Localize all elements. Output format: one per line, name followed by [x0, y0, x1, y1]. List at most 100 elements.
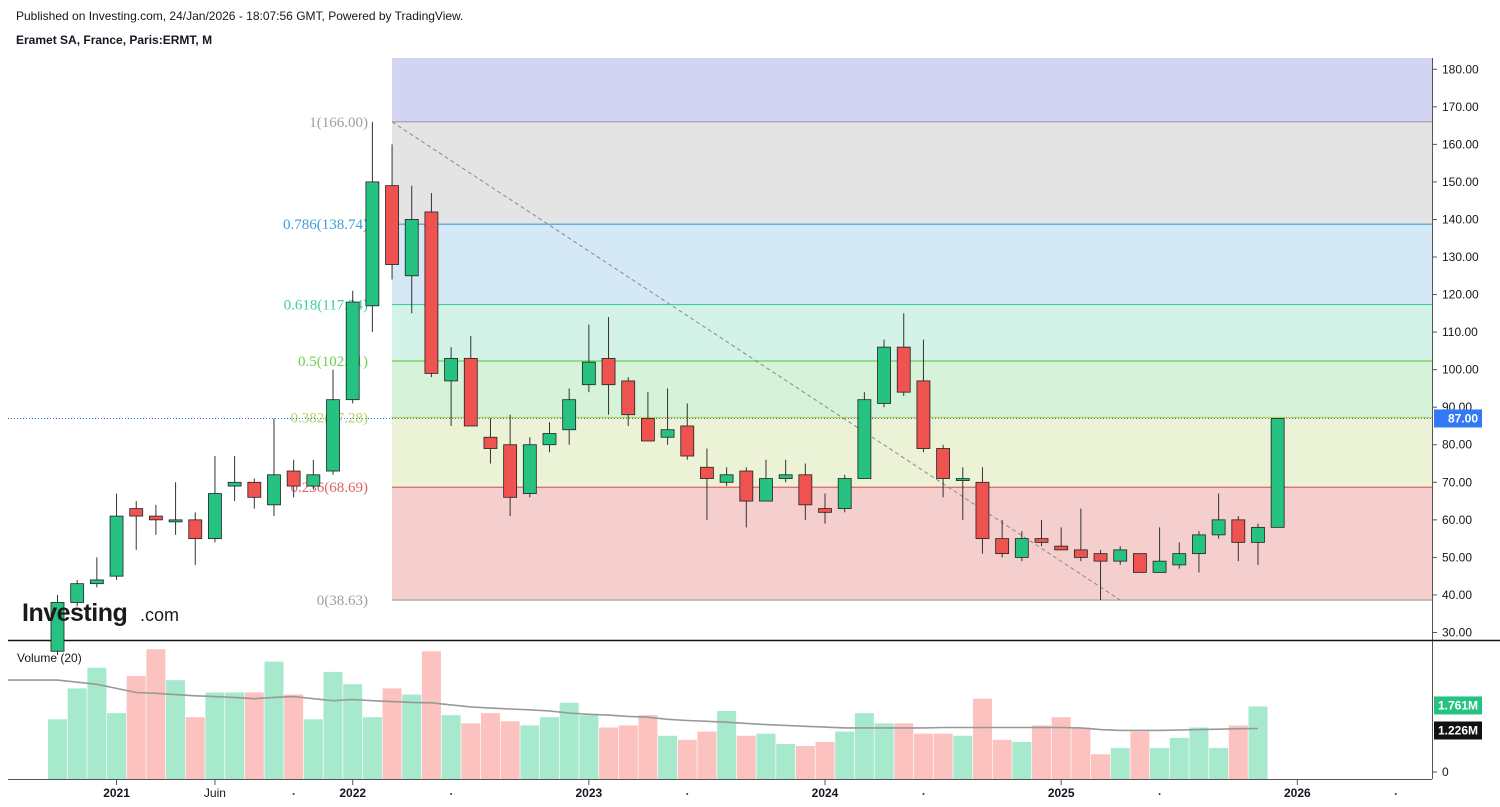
candle-body — [168, 519, 183, 523]
volume-bar — [1189, 727, 1209, 779]
time-tick-label: 2023 — [576, 786, 603, 800]
candle — [1054, 527, 1069, 551]
price-tick-label: 40.00 — [1442, 588, 1472, 602]
volume-bar — [402, 694, 422, 779]
candle — [168, 482, 183, 535]
candle-body — [267, 474, 281, 506]
volume-bar — [540, 717, 559, 779]
volume-bar — [166, 680, 186, 779]
candle — [1152, 527, 1167, 573]
candle — [641, 392, 655, 442]
candle-body — [837, 478, 852, 509]
candle-body — [188, 519, 203, 540]
candle — [404, 185, 419, 314]
candle-body — [739, 470, 754, 502]
time-tick-label: 2026 — [1284, 786, 1311, 800]
volume-bar — [756, 733, 776, 779]
candle — [1093, 549, 1108, 601]
candle-body — [463, 357, 478, 427]
volume-bar — [697, 731, 717, 779]
fib-level-label: 0(38.63) — [317, 593, 368, 609]
candle — [1034, 519, 1049, 547]
logo-suffix: .com — [140, 605, 179, 625]
candle-body — [70, 583, 85, 603]
volume-bar — [126, 676, 146, 779]
volume-bar — [815, 741, 835, 779]
volume-bar — [874, 723, 894, 779]
volume-bar — [343, 684, 363, 779]
price-tick-label: 30.00 — [1442, 625, 1472, 639]
volume-bar — [264, 661, 284, 779]
volume-tick-label: 0 — [1442, 765, 1449, 779]
volume-bar — [107, 713, 127, 779]
volume-bar — [1150, 748, 1170, 779]
volume-bar — [1169, 737, 1189, 779]
volume-bar — [736, 735, 756, 779]
candle — [483, 418, 498, 464]
fib-band — [392, 360, 1432, 418]
candle-body — [385, 185, 399, 265]
candle — [89, 557, 104, 588]
volume-ma-tag-text: 1.226M — [1438, 723, 1478, 737]
time-minor-tick — [292, 793, 295, 795]
volume-ma-tag-bg — [1434, 721, 1482, 740]
candle — [463, 335, 478, 427]
volume-bar — [1110, 748, 1130, 779]
candle — [916, 339, 931, 453]
candle — [700, 448, 714, 520]
candle-body — [778, 474, 793, 479]
candle — [542, 422, 557, 453]
candle-body — [581, 361, 596, 386]
candle — [306, 459, 321, 490]
fib-band — [392, 487, 1432, 601]
candle-body — [1014, 538, 1029, 558]
candle — [778, 459, 793, 483]
logo-text: Investing — [22, 599, 127, 627]
volume-bar — [795, 746, 815, 779]
time-minor-tick — [686, 793, 689, 795]
volume-bar — [1130, 731, 1150, 779]
price-tick-label: 130.00 — [1442, 250, 1479, 264]
candle — [995, 519, 1010, 558]
candle-body — [562, 399, 577, 431]
volume-bar — [244, 692, 264, 779]
candle-body — [1034, 538, 1049, 543]
candle — [424, 193, 439, 378]
candle — [188, 512, 203, 565]
candle-body — [1211, 519, 1226, 536]
candle — [1133, 553, 1147, 573]
candle — [936, 444, 950, 498]
candle — [286, 459, 301, 498]
candle-body — [444, 357, 459, 382]
volume-bar — [284, 694, 304, 779]
volume-bar — [1091, 754, 1111, 779]
candle — [522, 437, 537, 498]
candle-body — [326, 399, 340, 472]
fib-band — [392, 224, 1432, 305]
volume-bar — [894, 723, 914, 779]
candle-body — [542, 433, 557, 446]
candle-body — [1133, 553, 1147, 573]
volume-bar — [520, 725, 540, 779]
candle-body — [503, 444, 518, 498]
volume-bar — [559, 702, 579, 779]
candle — [148, 504, 163, 535]
volume-bar — [185, 717, 205, 779]
volume-bar — [599, 727, 619, 779]
candle-body — [306, 474, 321, 487]
investing-logo: Investing .com — [22, 599, 179, 627]
last-price-tag: 87.00 — [1434, 409, 1482, 428]
price-tick-label: 70.00 — [1442, 475, 1472, 489]
price-tick-label: 150.00 — [1442, 175, 1479, 189]
volume-bar — [205, 692, 225, 779]
candle — [581, 324, 596, 393]
volume-bar — [382, 688, 402, 779]
volume-bar — [1209, 748, 1229, 779]
time-minor-tick — [450, 793, 453, 795]
volume-bar — [1032, 725, 1051, 779]
volume-bar — [638, 715, 658, 779]
price-tick-label: 110.00 — [1442, 325, 1478, 339]
volume-bar — [992, 739, 1012, 779]
candle — [227, 456, 242, 502]
